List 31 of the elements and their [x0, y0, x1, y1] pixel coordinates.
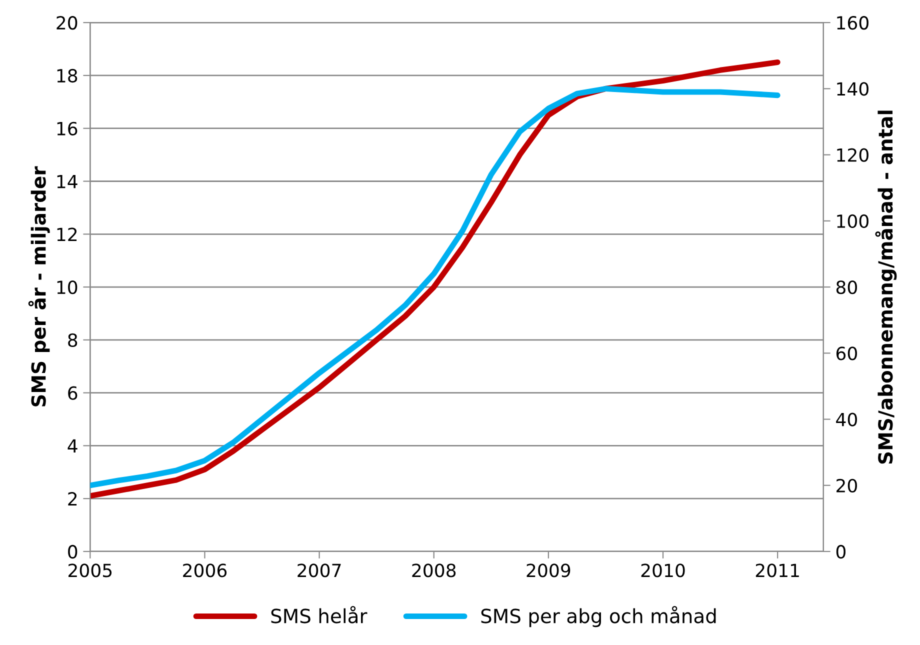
- x-tick-label: 2009: [526, 564, 570, 578]
- y2-tick-label: 160: [837, 16, 868, 30]
- y2-tick-label: 60: [836, 346, 857, 360]
- y-axis-title: SMS per år - miljarder: [28, 166, 50, 406]
- y2-tick-label: 80: [836, 280, 857, 294]
- y-tick-label: 10: [57, 280, 78, 294]
- x-tick-label: 2011: [756, 564, 799, 578]
- y-tick-label: 0: [68, 544, 78, 559]
- x-tick-label: 2007: [298, 564, 341, 578]
- x-tick-label: 2010: [641, 564, 685, 578]
- y-tick-label: 20: [56, 16, 78, 30]
- x-tick-label: 2008: [412, 564, 456, 578]
- x-tick-label: 2006: [183, 564, 227, 578]
- y-tick-label: 16: [57, 122, 78, 136]
- legend-label: SMS helår: [271, 606, 368, 624]
- y2-tick-label: 20: [836, 478, 857, 492]
- y2-axis-title: SMS/abonnemang/månad - antal: [875, 110, 897, 464]
- y2-tick-label: 140: [837, 82, 868, 96]
- y-tick-label: 4: [68, 439, 78, 453]
- y-tick-label: 12: [57, 228, 77, 241]
- y-tick-label: 6: [68, 386, 78, 400]
- y-tick-label: 8: [68, 333, 78, 348]
- x-tick-label: 2005: [68, 564, 112, 578]
- y2-tick-label: 100: [837, 214, 868, 228]
- y2-tick-label: 0: [836, 544, 846, 559]
- legend-label: SMS per abg och månad: [481, 606, 716, 628]
- y-tick-label: 2: [68, 492, 77, 506]
- y2-tick-label: 120: [837, 148, 868, 162]
- y2-tick-label: 40: [836, 412, 857, 426]
- y-tick-label: 18: [57, 68, 78, 83]
- y-tick-label: 14: [57, 174, 78, 188]
